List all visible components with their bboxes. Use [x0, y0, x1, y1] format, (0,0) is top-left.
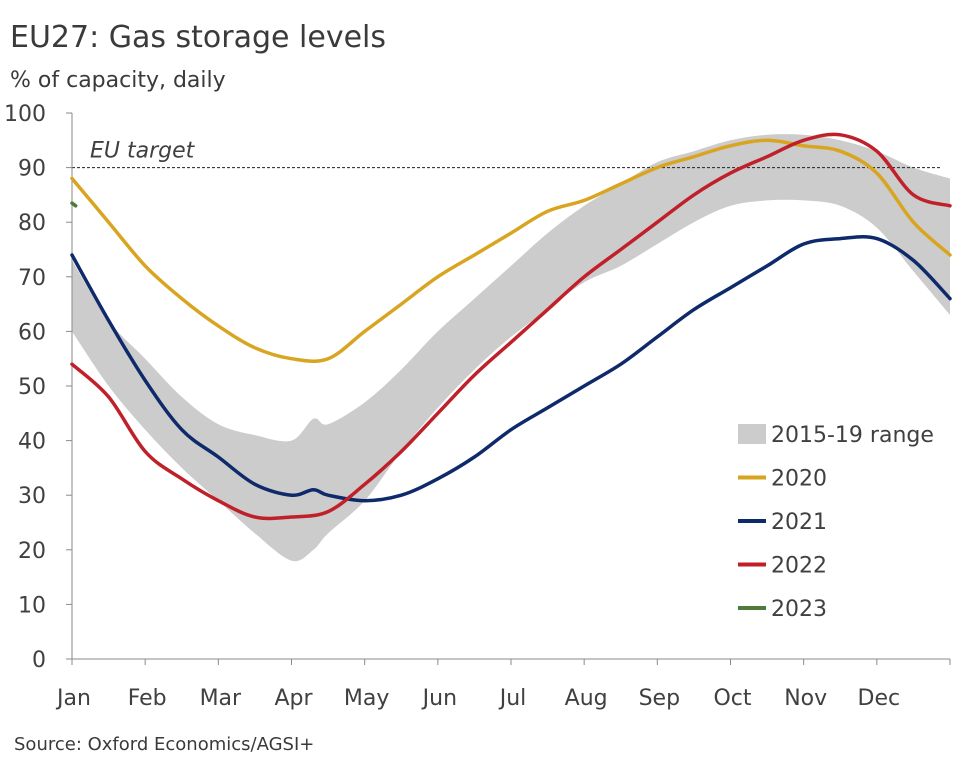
- x-tick-label: Sep: [639, 686, 680, 711]
- x-tick-label: Dec: [858, 686, 901, 711]
- y-tick-label: 50: [18, 375, 46, 400]
- x-tick-label: Mar: [200, 686, 242, 711]
- legend-label-2022: 2022: [771, 554, 827, 579]
- range-band-area: [72, 134, 950, 562]
- series-layer: [70, 132, 952, 521]
- x-tick-label: Jun: [421, 686, 457, 711]
- legend-label-band: 2015-19 range: [771, 423, 934, 448]
- legend-label-2021: 2021: [771, 510, 827, 535]
- reference-layer: EU target: [72, 139, 942, 169]
- x-tick-label: Apr: [274, 686, 313, 711]
- source-note: Source: Oxford Economics/AGSI+: [14, 734, 315, 755]
- y-tick-label: 0: [32, 648, 46, 673]
- legend-swatch-band: [738, 424, 766, 444]
- x-tick-label: Nov: [784, 686, 827, 711]
- series-line-2022: [70, 132, 952, 521]
- legend-label-2020: 2020: [771, 467, 827, 492]
- legend-label-2023: 2023: [771, 597, 827, 622]
- x-tick-label: May: [344, 686, 389, 711]
- y-tick-label: 30: [18, 484, 46, 509]
- y-tick-label: 60: [18, 320, 46, 345]
- x-tick-label: Oct: [713, 686, 751, 711]
- series-line-2021: [70, 234, 952, 503]
- x-tick-label: Jan: [55, 686, 91, 711]
- y-tick-label: 90: [18, 157, 46, 182]
- y-tick-label: 10: [18, 593, 46, 618]
- series-line-2023: [70, 201, 78, 208]
- chart-subtitle: % of capacity, daily: [10, 68, 226, 93]
- y-tick-label: 70: [18, 266, 46, 291]
- x-tick-label: Feb: [128, 686, 167, 711]
- chart-title: EU27: Gas storage levels: [10, 20, 386, 55]
- y-tick-label: 20: [18, 539, 46, 564]
- range-band-layer: [72, 134, 950, 562]
- legend: 2015-19 range 2020 2021 2022 2023: [738, 423, 934, 622]
- y-tick-label: 100: [4, 102, 46, 127]
- x-tick-label: Aug: [565, 686, 608, 711]
- y-tick-label: 40: [18, 430, 46, 455]
- y-tick-label: 80: [18, 211, 46, 236]
- x-tick-label: Jul: [498, 686, 527, 711]
- eu-target-label: EU target: [90, 139, 196, 164]
- series-line-2020: [70, 138, 952, 363]
